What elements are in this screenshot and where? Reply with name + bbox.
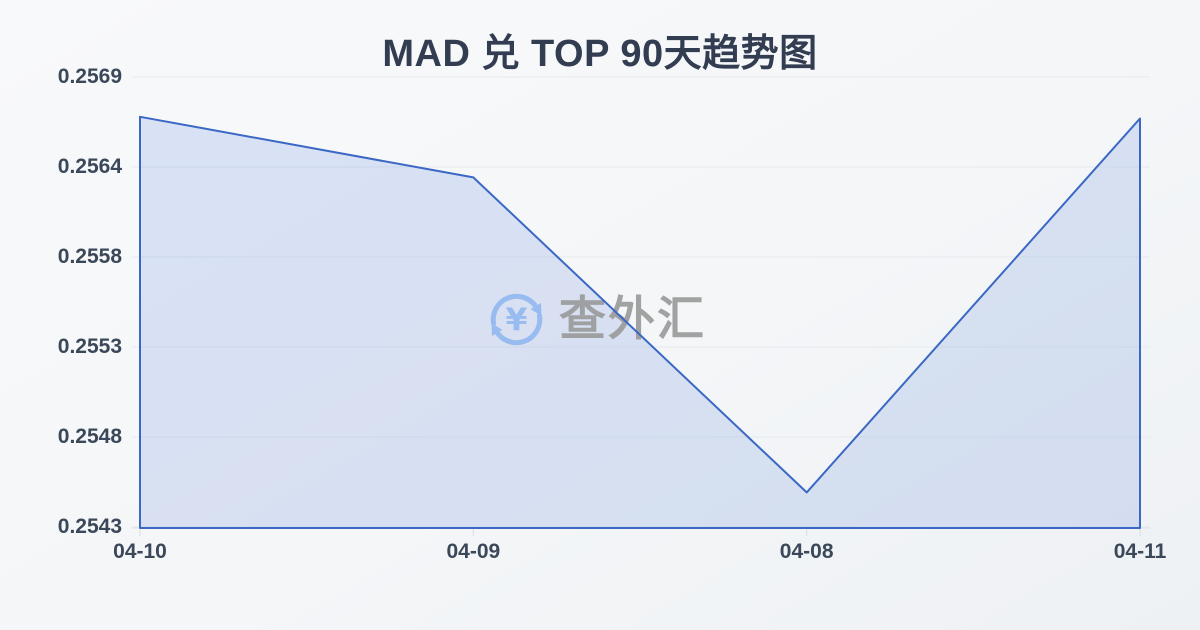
currency-exchange-icon: ¥ [490, 293, 543, 345]
watermark: ¥ 查外汇 [484, 286, 706, 352]
yuan-symbol: ¥ [506, 302, 528, 338]
x-axis-label: 04-09 [446, 540, 501, 563]
chart-title: MAD 兑 TOP 90天趋势图 [382, 33, 818, 75]
y-axis-label: 0.2543 [57, 515, 122, 538]
x-axis-label: 04-08 [779, 540, 834, 563]
y-axis-label: 0.2553 [57, 335, 122, 358]
watermark-text: 查外汇 [559, 292, 706, 345]
y-axis-label: 0.2558 [57, 245, 122, 268]
y-axis-label: 0.2548 [57, 425, 122, 448]
x-axis-label: 04-10 [113, 540, 167, 563]
x-axis-label: 04-11 [1113, 540, 1167, 563]
y-axis-label: 0.2564 [57, 155, 122, 178]
